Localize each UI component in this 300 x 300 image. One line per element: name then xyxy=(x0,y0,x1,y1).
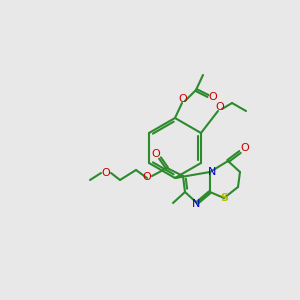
Text: O: O xyxy=(142,172,152,182)
Text: O: O xyxy=(152,149,160,159)
Text: O: O xyxy=(102,168,110,178)
Text: N: N xyxy=(192,199,200,209)
Text: S: S xyxy=(220,193,228,203)
Text: N: N xyxy=(208,167,216,177)
Text: O: O xyxy=(216,102,224,112)
Text: O: O xyxy=(208,92,217,102)
Text: O: O xyxy=(178,94,188,104)
Text: O: O xyxy=(241,143,249,153)
